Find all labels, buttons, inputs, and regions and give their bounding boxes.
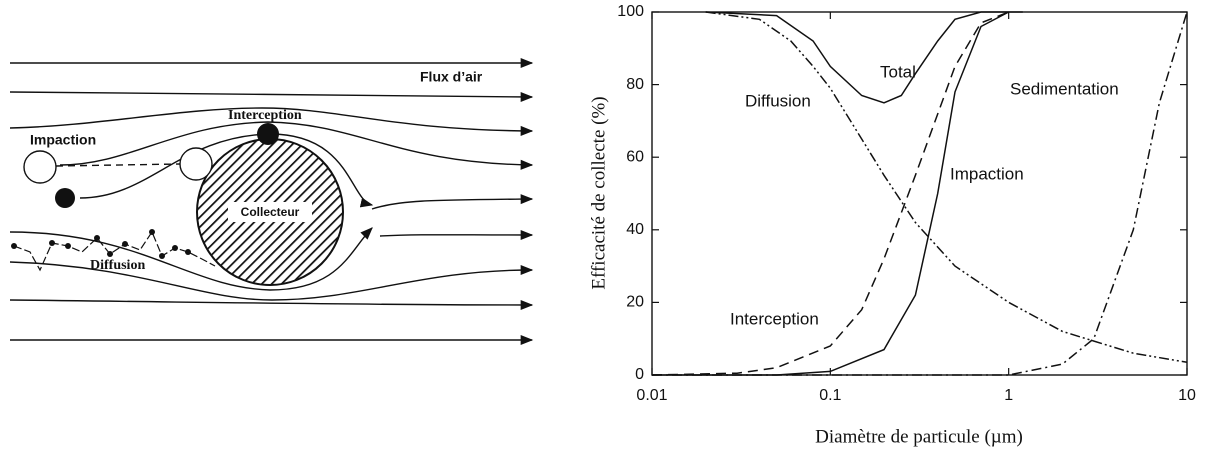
streamline: [9, 107, 534, 136]
x-axis-title: Diamètre de particule (µm): [815, 426, 1023, 447]
streamline: [9, 261, 534, 301]
x-tick-label: 0.1: [819, 387, 841, 404]
flow-label: Flux d’air: [420, 69, 483, 85]
curve-label: Sedimentation: [1010, 79, 1119, 98]
chart: Diamètre de particule (µm) Efficacité de…: [588, 3, 1196, 447]
streamline: [371, 194, 534, 210]
y-axis-title: Efficacité de collecte (%): [588, 96, 609, 289]
impaction-label: Impaction: [30, 132, 96, 148]
curve-label: Impaction: [950, 164, 1024, 183]
collector-label-bg: [228, 202, 312, 222]
streamline: [379, 229, 534, 241]
y-tick-label: 80: [626, 76, 644, 93]
series-line: [705, 11, 1023, 104]
diagram: Flux d’air Impaction Interception Collec…: [9, 57, 534, 346]
y-tick-label: 0: [635, 366, 644, 383]
particle: [55, 188, 75, 208]
diffusion-path: [13, 230, 216, 272]
y-tick-label: 20: [626, 294, 644, 311]
y-tick-label: 60: [626, 148, 644, 165]
curve-label: Total: [880, 62, 916, 81]
curve-label: Interception: [730, 309, 819, 328]
particle: [179, 147, 213, 181]
streamline: [59, 121, 534, 170]
x-tick-label: 1: [1004, 387, 1013, 404]
y-tick-label: 100: [617, 3, 644, 20]
trajectory: [55, 163, 181, 167]
series-line: [652, 11, 1010, 376]
diffusion-label: Diffusion: [90, 258, 145, 273]
collector-label: Collecteur: [241, 205, 300, 219]
diffusion-dots: [11, 229, 191, 259]
streamline: [9, 91, 534, 103]
y-tick-label: 40: [626, 221, 644, 238]
series-line: [705, 11, 1188, 364]
streamline: [9, 227, 373, 291]
series-line: [651, 11, 1009, 376]
particle: [257, 123, 279, 145]
interception-label: Interception: [228, 108, 302, 123]
x-tick-label: 0.01: [636, 387, 667, 404]
curve-label: Diffusion: [745, 91, 811, 110]
streamline: [9, 299, 534, 311]
particle: [23, 150, 57, 184]
x-tick-label: 10: [1178, 387, 1196, 404]
